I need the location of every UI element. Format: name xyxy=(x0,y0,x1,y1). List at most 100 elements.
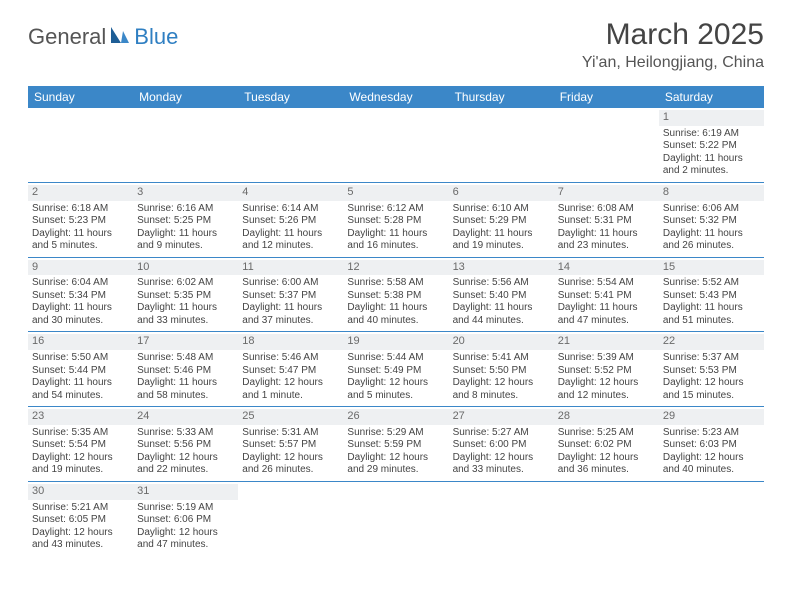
sunrise-text: Sunrise: 5:56 AM xyxy=(453,277,550,290)
daylight-text: Daylight: 11 hours and 33 minutes. xyxy=(137,302,234,327)
calendar-day-cell: 28Sunrise: 5:25 AMSunset: 6:02 PMDayligh… xyxy=(554,407,659,482)
col-tuesday: Tuesday xyxy=(238,86,343,108)
calendar-day-cell: 13Sunrise: 5:56 AMSunset: 5:40 PMDayligh… xyxy=(449,257,554,332)
calendar-day-cell: 25Sunrise: 5:31 AMSunset: 5:57 PMDayligh… xyxy=(238,407,343,482)
calendar-day-cell: 11Sunrise: 6:00 AMSunset: 5:37 PMDayligh… xyxy=(238,257,343,332)
day-number: 19 xyxy=(343,334,448,350)
sunrise-text: Sunrise: 5:52 AM xyxy=(663,277,760,290)
calendar-day-cell xyxy=(343,481,448,555)
calendar-day-cell: 8 Sunrise: 6:06 AMSunset: 5:32 PMDaylight… xyxy=(659,182,764,257)
day-number: 15 xyxy=(659,260,764,276)
sunset-text: Sunset: 5:54 PM xyxy=(32,439,129,452)
day-number: 26 xyxy=(343,409,448,425)
daylight-text: Daylight: 12 hours and 22 minutes. xyxy=(137,452,234,477)
col-monday: Monday xyxy=(133,86,238,108)
sunrise-text: Sunrise: 5:44 AM xyxy=(347,352,444,365)
day-number: 25 xyxy=(238,409,343,425)
sunset-text: Sunset: 5:26 PM xyxy=(242,215,339,228)
sunrise-text: Sunrise: 6:16 AM xyxy=(137,203,234,216)
sunset-text: Sunset: 5:53 PM xyxy=(663,365,760,378)
calendar-day-cell: 14Sunrise: 5:54 AMSunset: 5:41 PMDayligh… xyxy=(554,257,659,332)
daylight-text: Daylight: 11 hours and 23 minutes. xyxy=(558,228,655,253)
col-saturday: Saturday xyxy=(659,86,764,108)
sunrise-text: Sunrise: 5:48 AM xyxy=(137,352,234,365)
daylight-text: Daylight: 12 hours and 26 minutes. xyxy=(242,452,339,477)
month-title: March 2025 xyxy=(582,18,764,52)
sunset-text: Sunset: 5:43 PM xyxy=(663,290,760,303)
daylight-text: Daylight: 11 hours and 30 minutes. xyxy=(32,302,129,327)
daylight-text: Daylight: 12 hours and 5 minutes. xyxy=(347,377,444,402)
sunset-text: Sunset: 5:28 PM xyxy=(347,215,444,228)
calendar-day-cell xyxy=(133,108,238,182)
brand-sail-icon xyxy=(109,25,131,50)
day-number: 17 xyxy=(133,334,238,350)
sunrise-text: Sunrise: 6:02 AM xyxy=(137,277,234,290)
calendar-day-cell xyxy=(449,481,554,555)
sunset-text: Sunset: 5:40 PM xyxy=(453,290,550,303)
day-number: 5 xyxy=(343,185,448,201)
daylight-text: Daylight: 12 hours and 19 minutes. xyxy=(32,452,129,477)
sunset-text: Sunset: 5:32 PM xyxy=(663,215,760,228)
sunset-text: Sunset: 5:57 PM xyxy=(242,439,339,452)
day-number: 2 xyxy=(28,185,133,201)
daylight-text: Daylight: 12 hours and 12 minutes. xyxy=(558,377,655,402)
calendar-day-cell: 7Sunrise: 6:08 AMSunset: 5:31 PMDaylight… xyxy=(554,182,659,257)
day-number: 16 xyxy=(28,334,133,350)
sunset-text: Sunset: 6:00 PM xyxy=(453,439,550,452)
sunset-text: Sunset: 5:34 PM xyxy=(32,290,129,303)
calendar-day-cell xyxy=(343,108,448,182)
daylight-text: Daylight: 11 hours and 51 minutes. xyxy=(663,302,760,327)
col-wednesday: Wednesday xyxy=(343,86,448,108)
daylight-text: Daylight: 11 hours and 47 minutes. xyxy=(558,302,655,327)
day-number: 6 xyxy=(449,185,554,201)
col-thursday: Thursday xyxy=(449,86,554,108)
location-subtitle: Yi'an, Heilongjiang, China xyxy=(582,54,764,72)
sunset-text: Sunset: 5:46 PM xyxy=(137,365,234,378)
col-sunday: Sunday xyxy=(28,86,133,108)
sunrise-text: Sunrise: 5:37 AM xyxy=(663,352,760,365)
day-number: 29 xyxy=(659,409,764,425)
day-number: 14 xyxy=(554,260,659,276)
day-number: 28 xyxy=(554,409,659,425)
sunrise-text: Sunrise: 5:46 AM xyxy=(242,352,339,365)
sunrise-text: Sunrise: 5:33 AM xyxy=(137,427,234,440)
daylight-text: Daylight: 11 hours and 5 minutes. xyxy=(32,228,129,253)
sunset-text: Sunset: 6:03 PM xyxy=(663,439,760,452)
sunrise-text: Sunrise: 5:21 AM xyxy=(32,502,129,515)
calendar-day-cell xyxy=(554,481,659,555)
title-block: March 2025 Yi'an, Heilongjiang, China xyxy=(582,18,764,72)
day-number: 30 xyxy=(28,484,133,500)
sunset-text: Sunset: 5:31 PM xyxy=(558,215,655,228)
day-number: 8 xyxy=(659,185,764,201)
sunset-text: Sunset: 5:44 PM xyxy=(32,365,129,378)
sunrise-text: Sunrise: 6:18 AM xyxy=(32,203,129,216)
sunrise-text: Sunrise: 6:04 AM xyxy=(32,277,129,290)
daylight-text: Daylight: 11 hours and 26 minutes. xyxy=(663,228,760,253)
daylight-text: Daylight: 12 hours and 15 minutes. xyxy=(663,377,760,402)
sunset-text: Sunset: 5:25 PM xyxy=(137,215,234,228)
daylight-text: Daylight: 11 hours and 19 minutes. xyxy=(453,228,550,253)
sunrise-text: Sunrise: 6:19 AM xyxy=(663,128,760,141)
sunset-text: Sunset: 5:56 PM xyxy=(137,439,234,452)
day-number: 12 xyxy=(343,260,448,276)
sunrise-text: Sunrise: 6:14 AM xyxy=(242,203,339,216)
sunrise-text: Sunrise: 6:08 AM xyxy=(558,203,655,216)
calendar-week-row: 9Sunrise: 6:04 AMSunset: 5:34 PMDaylight… xyxy=(28,257,764,332)
daylight-text: Daylight: 11 hours and 44 minutes. xyxy=(453,302,550,327)
sunrise-text: Sunrise: 6:06 AM xyxy=(663,203,760,216)
day-number: 13 xyxy=(449,260,554,276)
calendar-day-cell: 10Sunrise: 6:02 AMSunset: 5:35 PMDayligh… xyxy=(133,257,238,332)
sunset-text: Sunset: 6:06 PM xyxy=(137,514,234,527)
daylight-text: Daylight: 12 hours and 33 minutes. xyxy=(453,452,550,477)
calendar-day-cell xyxy=(449,108,554,182)
calendar-day-cell xyxy=(554,108,659,182)
calendar-day-cell: 5Sunrise: 6:12 AMSunset: 5:28 PMDaylight… xyxy=(343,182,448,257)
calendar-day-cell: 12Sunrise: 5:58 AMSunset: 5:38 PMDayligh… xyxy=(343,257,448,332)
sunrise-text: Sunrise: 5:54 AM xyxy=(558,277,655,290)
calendar-week-row: 2Sunrise: 6:18 AMSunset: 5:23 PMDaylight… xyxy=(28,182,764,257)
calendar-week-row: 1Sunrise: 6:19 AMSunset: 5:22 PMDaylight… xyxy=(28,108,764,182)
calendar-day-cell: 19Sunrise: 5:44 AMSunset: 5:49 PMDayligh… xyxy=(343,332,448,407)
calendar-day-cell: 1Sunrise: 6:19 AMSunset: 5:22 PMDaylight… xyxy=(659,108,764,182)
brand-logo: General Blue xyxy=(28,24,178,50)
sunset-text: Sunset: 5:50 PM xyxy=(453,365,550,378)
